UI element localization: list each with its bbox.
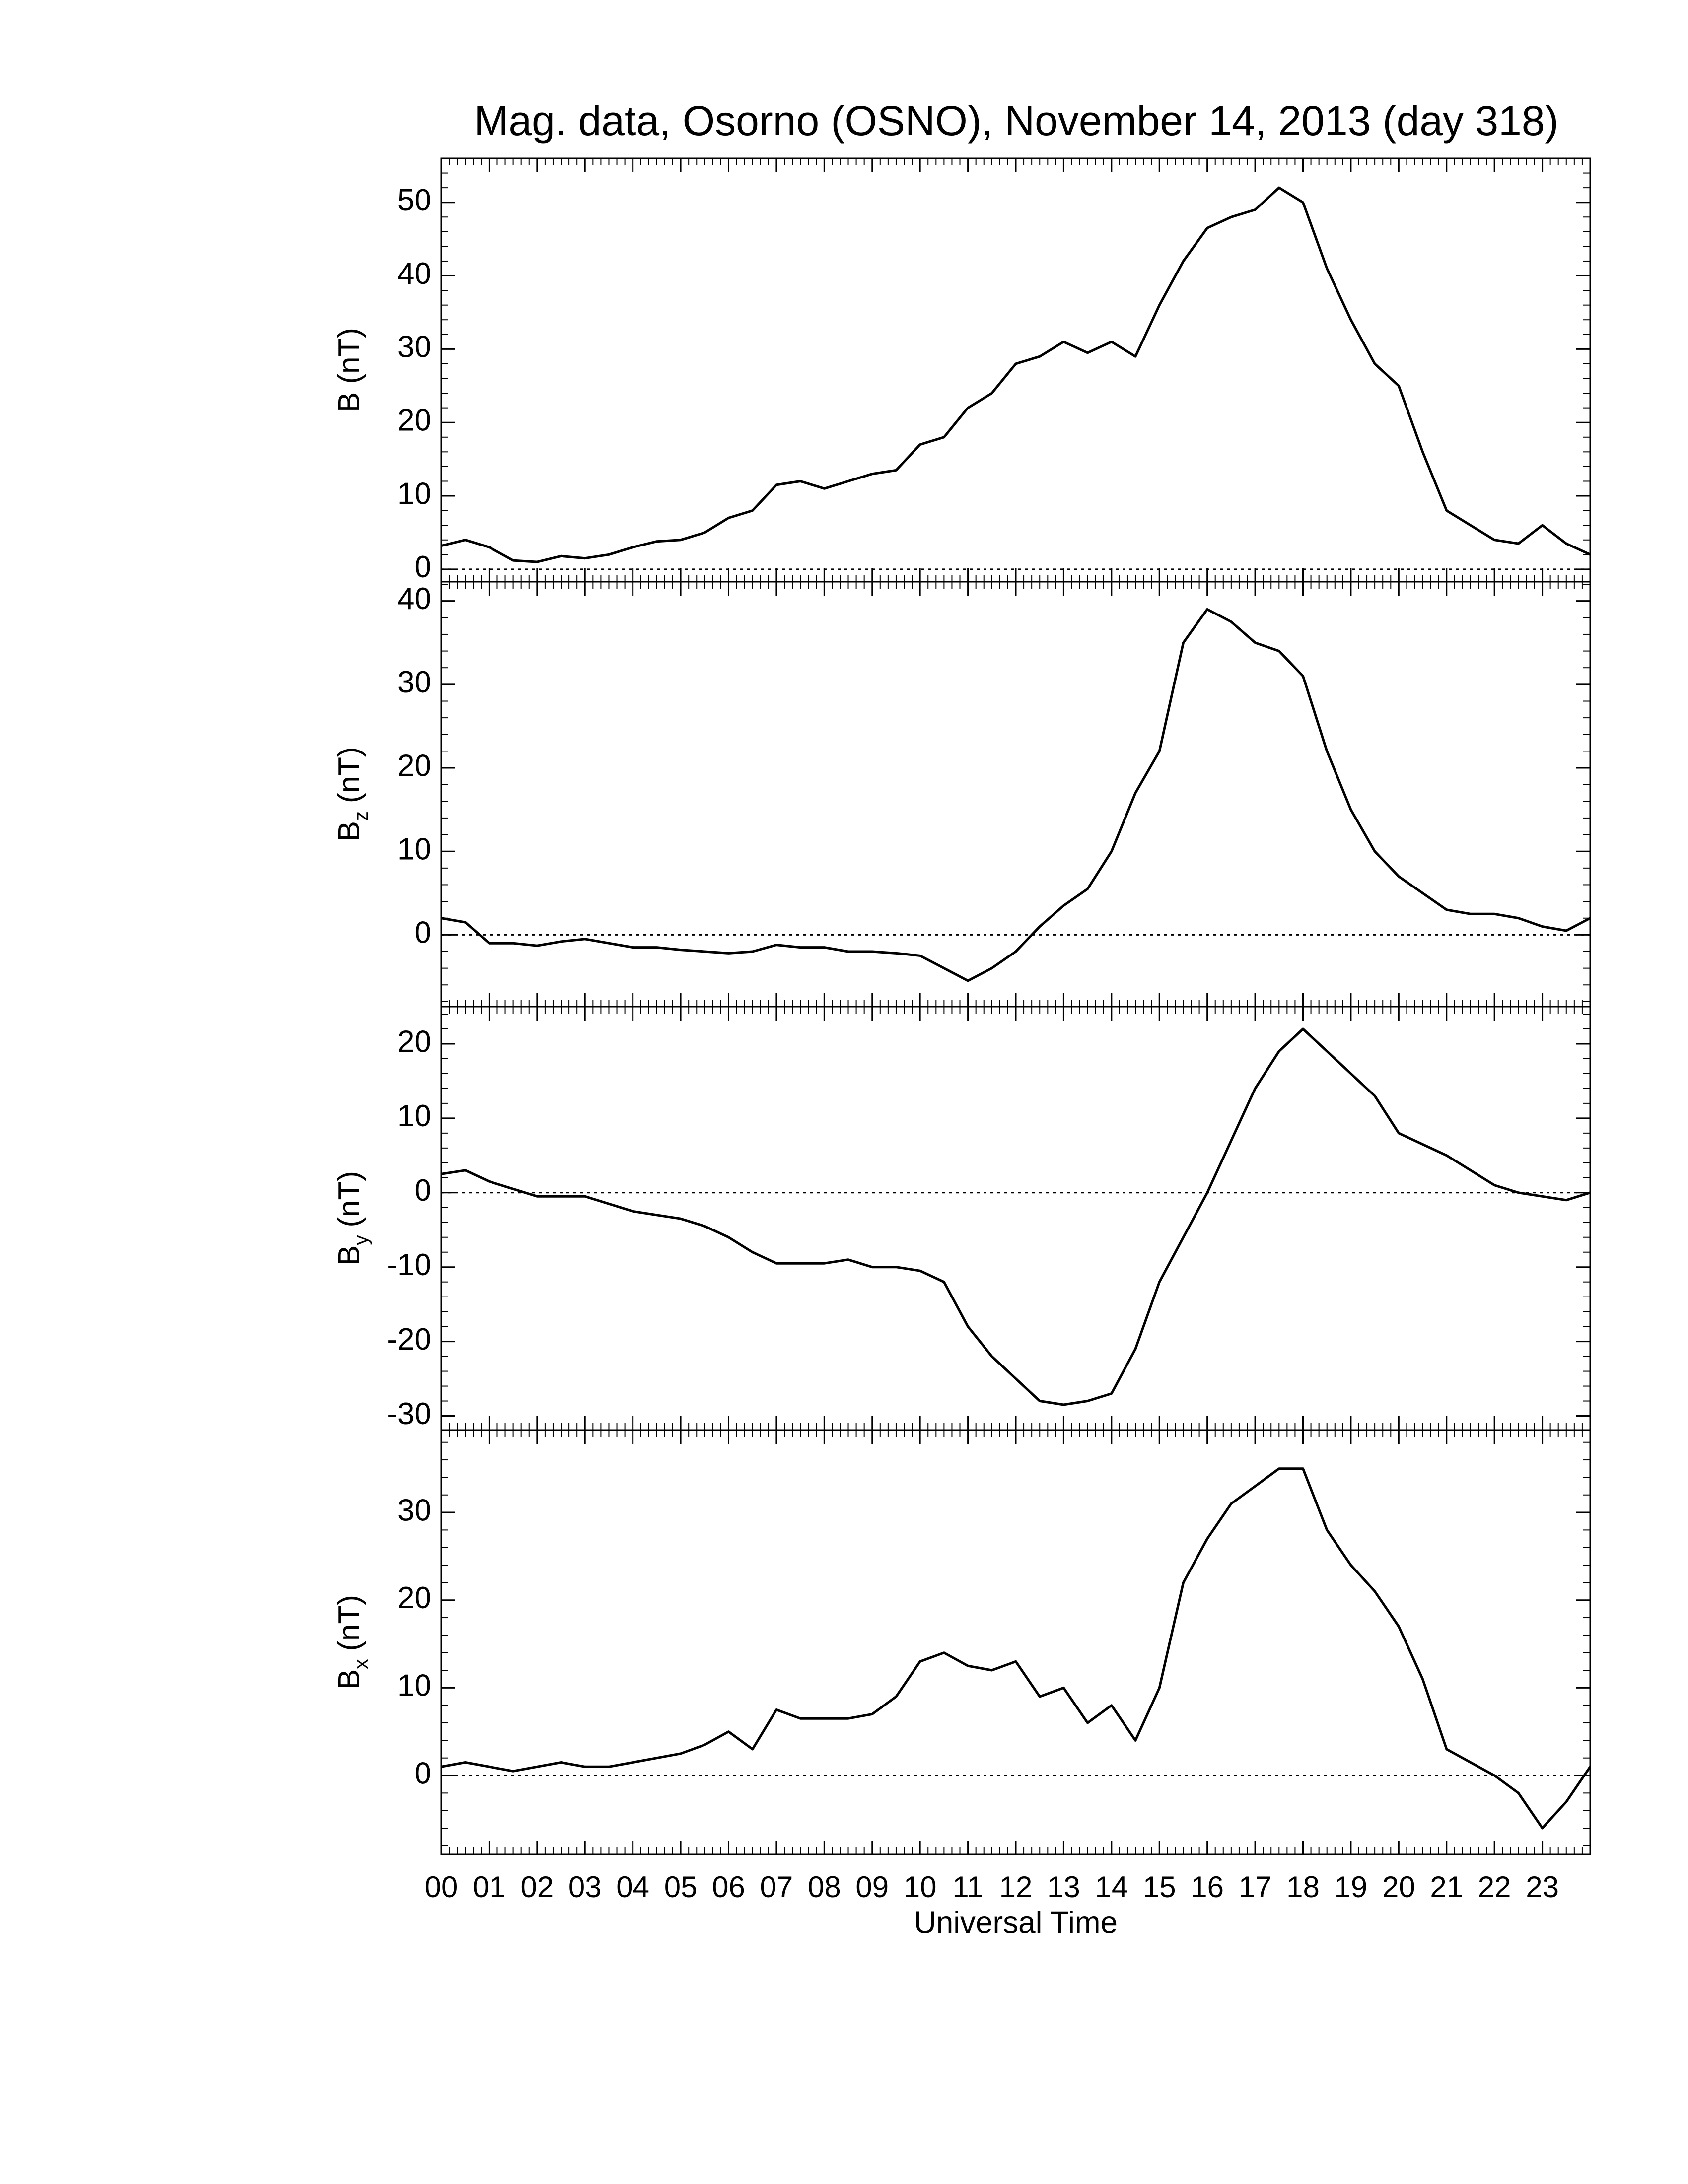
x-tick-label: 05 xyxy=(664,1870,698,1904)
y-tick-label: 40 xyxy=(397,257,431,291)
y-axis-label: B (nT) xyxy=(332,328,366,412)
x-tick-label: 02 xyxy=(520,1870,554,1904)
x-tick-label: 22 xyxy=(1478,1870,1511,1904)
y-label-sub: y xyxy=(351,1235,372,1245)
x-axis-label: Universal Time xyxy=(914,1906,1118,1940)
chart-title: Mag. data, Osorno (OSNO), November 14, 2… xyxy=(474,97,1558,144)
y-tick-label: 10 xyxy=(397,1669,431,1703)
y-label-base: B xyxy=(332,821,366,841)
y-tick-label: 20 xyxy=(397,1581,431,1615)
x-tick-label: 18 xyxy=(1286,1870,1320,1904)
x-tick-label: 01 xyxy=(473,1870,506,1904)
x-tick-label: 08 xyxy=(808,1870,841,1904)
y-label-base: B xyxy=(332,1669,366,1690)
y-tick-label: 0 xyxy=(415,1756,431,1790)
y-tick-label: 50 xyxy=(397,183,431,217)
y-tick-label: 20 xyxy=(397,404,431,438)
y-axis-label: By (nT) xyxy=(332,1171,372,1266)
y-tick-label: 0 xyxy=(415,916,431,950)
data-line xyxy=(441,1027,1591,1406)
x-tick-label: 07 xyxy=(760,1870,793,1904)
x-tick-label: 14 xyxy=(1095,1870,1128,1904)
x-tick-label: 06 xyxy=(712,1870,745,1904)
y-tick-label: 10 xyxy=(397,477,431,511)
y-axis-label: Bz (nT) xyxy=(332,747,372,841)
y-label-base: B xyxy=(332,392,366,412)
y-label-unit: (nT) xyxy=(332,1595,366,1651)
y-tick-label: -30 xyxy=(387,1397,431,1431)
x-tick-label: 00 xyxy=(425,1870,458,1904)
data-line xyxy=(441,608,1591,982)
x-tick-label: 16 xyxy=(1191,1870,1224,1904)
plot-frame xyxy=(440,1429,1591,1855)
y-tick-label: -20 xyxy=(387,1322,431,1357)
y-tick-label: 10 xyxy=(397,832,431,867)
y-tick-label: 30 xyxy=(397,665,431,699)
y-tick-label: -10 xyxy=(387,1248,431,1282)
x-tick-label: 12 xyxy=(999,1870,1033,1904)
y-label-sub: x xyxy=(351,1659,372,1669)
data-line xyxy=(441,1467,1592,1830)
y-label-unit: (nT) xyxy=(332,328,366,384)
x-tick-label: 15 xyxy=(1143,1870,1176,1904)
y-tick-label: 20 xyxy=(397,749,431,783)
x-tick-label: 09 xyxy=(855,1870,889,1904)
y-label-unit: (nT) xyxy=(332,1171,366,1228)
y-label-unit: (nT) xyxy=(332,747,366,803)
x-tick-label: 04 xyxy=(616,1870,649,1904)
x-tick-label: 21 xyxy=(1430,1870,1463,1904)
y-tick-label: 10 xyxy=(397,1099,431,1133)
x-tick-label: 03 xyxy=(568,1870,602,1904)
data-line xyxy=(441,186,1591,563)
y-label-base: B xyxy=(332,1245,366,1266)
x-tick-label: 17 xyxy=(1239,1870,1272,1904)
x-tick-label: 11 xyxy=(952,1870,983,1904)
y-tick-label: 40 xyxy=(397,582,431,616)
y-tick-label: 0 xyxy=(415,550,431,584)
y-tick-label: 30 xyxy=(397,1493,431,1527)
x-tick-label: 10 xyxy=(904,1870,937,1904)
y-tick-label: 0 xyxy=(415,1173,431,1208)
y-label-sub: z xyxy=(351,811,372,821)
x-tick-label: 19 xyxy=(1335,1870,1368,1904)
y-tick-label: 20 xyxy=(397,1024,431,1059)
x-tick-label: 20 xyxy=(1382,1870,1415,1904)
y-tick-label: 30 xyxy=(397,330,431,364)
x-tick-label: 13 xyxy=(1047,1870,1080,1904)
y-axis-label: Bx (nT) xyxy=(332,1595,372,1690)
x-tick-label: 23 xyxy=(1526,1870,1559,1904)
